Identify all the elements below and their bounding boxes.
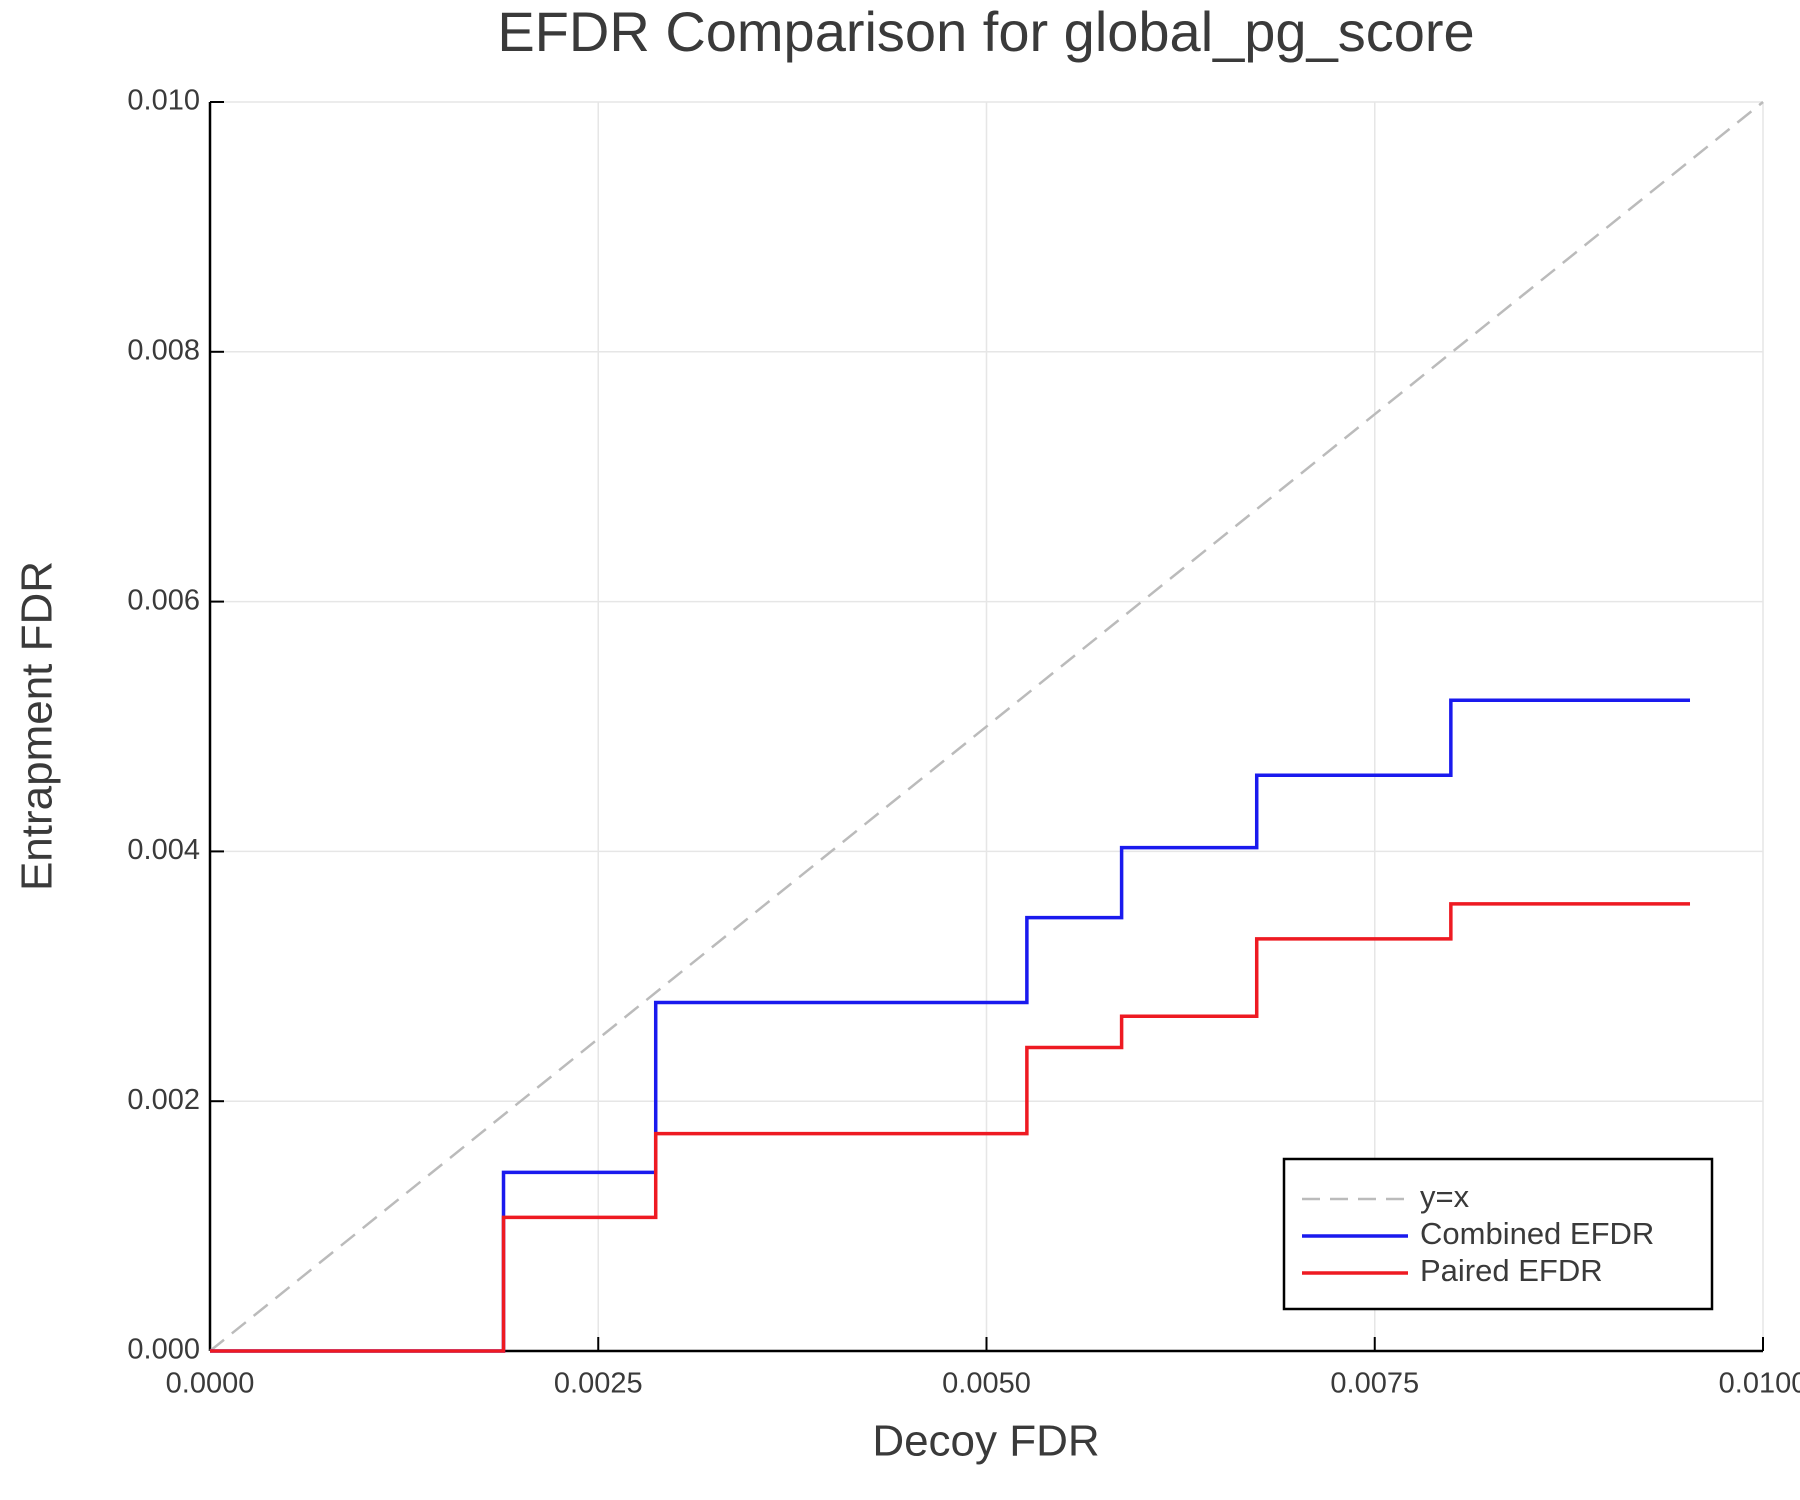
x-tick-label: 0.0000 (166, 1368, 255, 1400)
series-line (209, 101, 1764, 1352)
chart-title: EFDR Comparison for global_pg_score (497, 0, 1474, 63)
x-tick-label: 0.0075 (1330, 1368, 1419, 1400)
y-axis-label: Entrapment FDR (13, 561, 62, 891)
series-line (210, 698, 1691, 1353)
legend-label: Paired EFDR (1420, 1253, 1603, 1288)
y-tick-label: 0.002 (127, 1084, 200, 1116)
y-tick-label: 0.006 (127, 584, 200, 616)
x-axis-label: Decoy FDR (872, 1417, 1099, 1466)
y-tick-label: 0.010 (127, 85, 200, 117)
x-tick-label: 0.0050 (942, 1368, 1031, 1400)
x-tick-label: 0.0100 (1719, 1368, 1800, 1400)
x-tick-label: 0.0025 (554, 1368, 643, 1400)
legend-box (1282, 1157, 1714, 1311)
y-tick-label: 0.004 (127, 834, 200, 866)
y-tick-label: 0.000 (127, 1334, 200, 1366)
series-line (210, 902, 1691, 1353)
legend-label: Combined EFDR (1420, 1216, 1654, 1251)
y-tick-label: 0.008 (127, 334, 200, 366)
legend-label: y=x (1420, 1179, 1470, 1214)
